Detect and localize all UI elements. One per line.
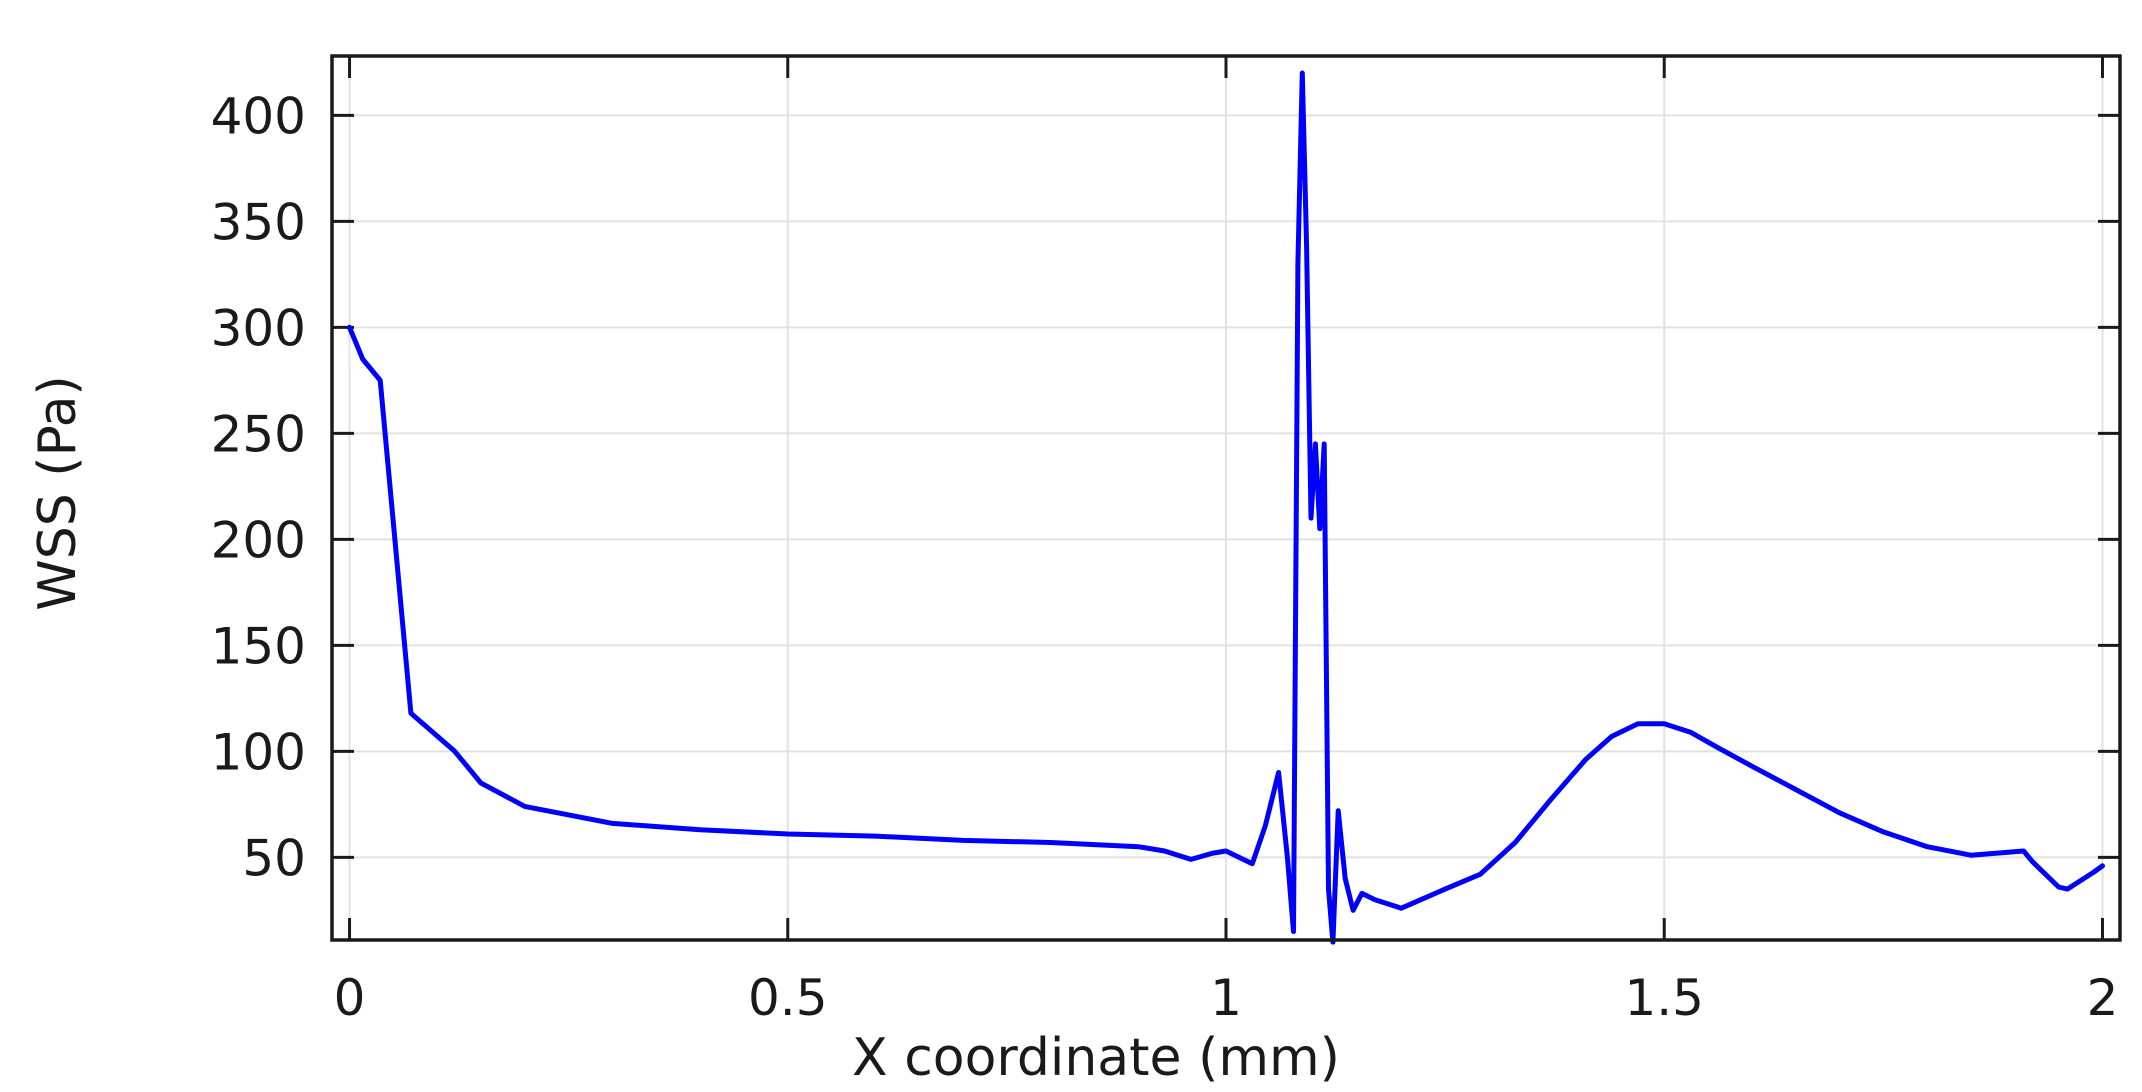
grid-lines: [332, 56, 2120, 940]
plot-frame: [330, 54, 2122, 942]
y-tick-labels: 50 100 150 200 250 300 350 400: [211, 87, 306, 887]
y-tick-label: 350: [211, 193, 306, 251]
y-tick-label: 300: [211, 299, 306, 357]
series-layer: [347, 70, 2105, 945]
y-tick-label: 100: [211, 723, 306, 781]
axis-ticks: [332, 56, 2120, 940]
y-tick-label: 50: [242, 829, 306, 887]
x-tick-label: 1.5: [1624, 969, 1704, 1027]
x-tick-label: 0: [334, 969, 366, 1027]
x-tick-label: 0.5: [748, 969, 828, 1027]
y-axis-title: WSS (Pa): [28, 375, 88, 610]
x-tick-label: 1: [1210, 969, 1242, 1027]
x-tick-labels: 0 0.5 1 1.5 2: [334, 969, 2119, 1027]
wss-series-line: [347, 70, 2105, 945]
y-tick-label: 150: [211, 617, 306, 675]
y-tick-label: 200: [211, 511, 306, 569]
y-tick-label: 250: [211, 405, 306, 463]
x-axis-title: X coordinate (mm): [852, 1028, 1340, 1088]
x-tick-label: 2: [2087, 969, 2119, 1027]
y-tick-label: 400: [211, 87, 306, 145]
